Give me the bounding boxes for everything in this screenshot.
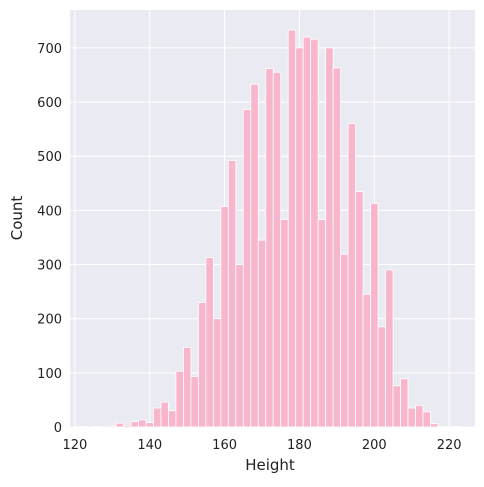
bar (257, 239, 267, 428)
bar (227, 160, 237, 428)
bar (145, 422, 154, 428)
bar (377, 326, 386, 428)
bar (93, 426, 102, 428)
bar (175, 370, 184, 428)
y-tick-label: 300 (37, 259, 62, 274)
y-tick-label: 100 (37, 367, 62, 382)
bar (190, 376, 199, 428)
bar (160, 401, 169, 428)
x-tick-label: 120 (62, 438, 87, 453)
y-tick-label: 500 (37, 150, 62, 165)
bar (422, 411, 431, 428)
x-tick-label: 200 (362, 438, 387, 453)
bar (415, 404, 424, 428)
y-tick-label: 600 (37, 96, 62, 111)
bar (123, 424, 132, 428)
y-tick-label: 0 (54, 421, 62, 436)
bar (385, 269, 394, 428)
bar (153, 407, 162, 428)
bar (197, 302, 207, 428)
bar (452, 426, 461, 428)
bar (250, 83, 259, 428)
bar (355, 191, 364, 428)
bar (242, 109, 252, 428)
bar (325, 47, 334, 428)
bar (235, 264, 244, 428)
y-tick-label: 200 (37, 313, 62, 328)
bar (430, 423, 439, 428)
bar (205, 257, 214, 428)
x-tick-label: 140 (137, 438, 162, 453)
bar (168, 410, 177, 428)
y-tick-label: 700 (37, 42, 62, 57)
bar (183, 346, 192, 428)
x-tick-label: 220 (437, 438, 462, 453)
bar (400, 378, 409, 428)
bar (130, 421, 139, 428)
y-axis-label: Count (8, 196, 26, 241)
bar (78, 426, 87, 428)
bar (317, 219, 327, 428)
y-tick-label: 400 (37, 204, 62, 219)
bar (295, 47, 304, 428)
bar (220, 206, 229, 428)
x-axis-label: Height (245, 456, 295, 474)
x-tick-label: 160 (212, 438, 237, 453)
bar (138, 419, 147, 428)
bar (280, 219, 289, 428)
bar (347, 123, 356, 428)
bar (272, 71, 282, 428)
bar (340, 253, 349, 428)
bar (212, 318, 222, 428)
bar (437, 426, 446, 428)
bar (310, 38, 319, 428)
bar (265, 68, 274, 428)
bar (302, 36, 312, 428)
bar (370, 202, 379, 428)
bar (407, 407, 416, 428)
bar (115, 422, 124, 428)
bar (392, 385, 401, 428)
bar (332, 67, 342, 428)
bar (108, 425, 117, 428)
bar (362, 293, 371, 428)
x-tick-label: 180 (287, 438, 312, 453)
bar (287, 29, 297, 428)
